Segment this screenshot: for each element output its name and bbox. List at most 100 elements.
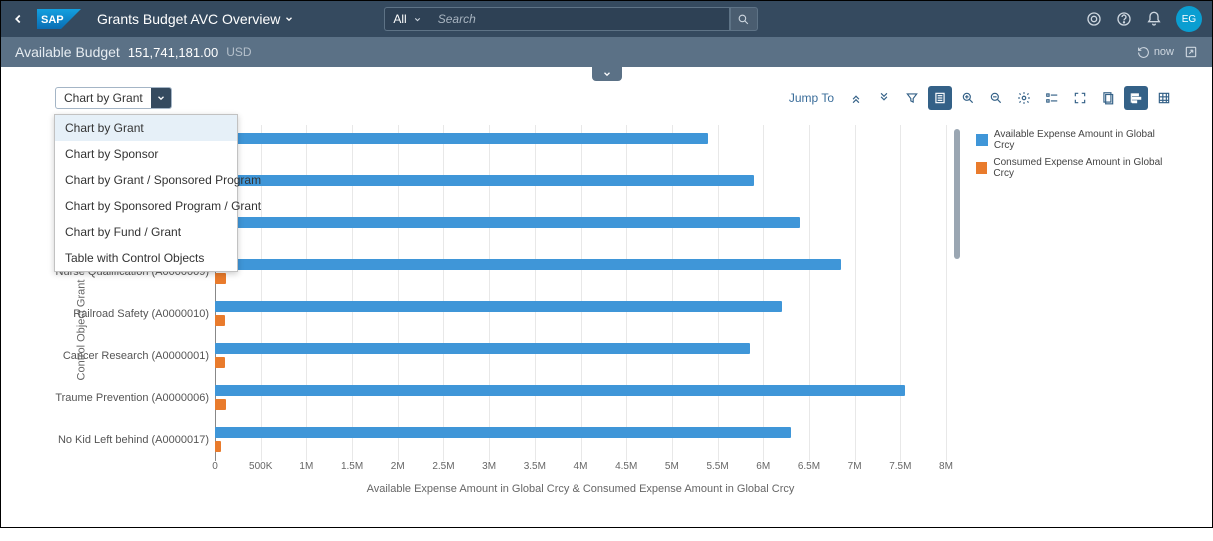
x-tick-label: 7.5M xyxy=(889,461,911,472)
bar-consumed[interactable] xyxy=(215,273,226,284)
zoom-out-icon[interactable] xyxy=(984,86,1008,110)
bar-label: Railroad Safety (A0000010) xyxy=(51,308,209,320)
chart-view-icon[interactable] xyxy=(1124,86,1148,110)
dropdown-item[interactable]: Chart by Grant xyxy=(55,115,237,141)
collapse-up-icon[interactable] xyxy=(844,86,868,110)
expand-strip xyxy=(1,67,1212,81)
x-tick-label: 6M xyxy=(756,461,770,472)
bar-row xyxy=(215,131,946,161)
legend-swatch xyxy=(976,134,988,146)
legend-item: Consumed Expense Amount in Global Crcy xyxy=(976,157,1176,179)
search-button[interactable] xyxy=(730,7,758,31)
page-title-text: Grants Budget AVC Overview xyxy=(97,11,280,27)
help-icon[interactable] xyxy=(1116,11,1132,27)
legend-swatch xyxy=(976,162,987,174)
back-button[interactable] xyxy=(11,12,25,26)
bell-icon[interactable] xyxy=(1146,11,1162,27)
bar-available[interactable] xyxy=(215,301,782,312)
bar-row: No Kid Left behind (A0000017) xyxy=(215,425,946,455)
bar-available[interactable] xyxy=(215,343,750,354)
bar-available[interactable] xyxy=(215,175,754,186)
sap-logo: SAP xyxy=(37,9,81,29)
dropdown-item[interactable]: Chart by Sponsor xyxy=(55,141,237,167)
dropdown-item[interactable]: Table with Control Objects xyxy=(55,245,237,271)
sub-header: Available Budget 151,741,181.00 USD now xyxy=(1,37,1212,67)
toolbar: Chart by Grant Jump To xyxy=(1,81,1212,115)
x-tick-label: 5M xyxy=(665,461,679,472)
bar-consumed[interactable] xyxy=(215,399,226,410)
x-tick-label: 7M xyxy=(848,461,862,472)
legend-item: Available Expense Amount in Global Crcy xyxy=(976,129,1176,151)
y-axis-title: Control Object Grant xyxy=(75,280,87,381)
dropdown-item[interactable]: Chart by Sponsored Program / Grant xyxy=(55,193,237,219)
zoom-in-icon[interactable] xyxy=(956,86,980,110)
dropdown-item[interactable]: Chart by Grant / Sponsored Program xyxy=(55,167,237,193)
search-category[interactable]: All xyxy=(384,7,429,31)
legend-label: Available Expense Amount in Global Crcy xyxy=(994,129,1176,151)
bar-available[interactable] xyxy=(215,427,791,438)
chart-plot: 0 500K 1M 1.5M 2M 2.5M 3M 3.5M 4M 4.5M 5M 5.5M 6M 6.5… xyxy=(215,125,946,485)
shell-bar: SAP Grants Budget AVC Overview All EG xyxy=(1,1,1212,37)
avatar[interactable]: EG xyxy=(1176,6,1202,32)
bar-available[interactable] xyxy=(215,133,708,144)
x-tick-label: 2M xyxy=(391,461,405,472)
copilot-icon[interactable] xyxy=(1086,11,1102,27)
bar-available[interactable] xyxy=(215,217,800,228)
bar-label: Cancer Research (A0000001) xyxy=(51,350,209,362)
refresh-label: now xyxy=(1154,46,1174,58)
bar-consumed[interactable] xyxy=(215,441,221,452)
filter-icon[interactable] xyxy=(900,86,924,110)
search-group: All xyxy=(384,7,757,31)
refresh-button[interactable]: now xyxy=(1137,46,1174,59)
bar-available[interactable] xyxy=(215,385,905,396)
chart-by-selector[interactable]: Chart by Grant xyxy=(55,87,172,109)
bar-available[interactable] xyxy=(215,259,841,270)
dropdown-item[interactable]: Chart by Fund / Grant xyxy=(55,219,237,245)
x-tick-label: 1.5M xyxy=(341,461,363,472)
chart-by-dropdown-menu: Chart by GrantChart by SponsorChart by G… xyxy=(54,114,238,272)
chart-scrollbar[interactable] xyxy=(954,129,960,259)
available-budget-title: Available Budget xyxy=(15,44,120,60)
available-budget-currency: USD xyxy=(226,45,251,59)
expand-handle[interactable] xyxy=(592,67,622,81)
bar-row: Traume Prevention (A0000006) xyxy=(215,383,946,413)
search-input[interactable] xyxy=(430,7,730,31)
x-tick-label: 5.5M xyxy=(706,461,728,472)
x-tick-label: 3.5M xyxy=(524,461,546,472)
x-tick-label: 0 xyxy=(212,461,218,472)
fullscreen-icon[interactable] xyxy=(1068,86,1092,110)
bar-row: Cancer Research (A0000001) xyxy=(215,341,946,371)
legend-icon[interactable] xyxy=(1040,86,1064,110)
x-tick-label: 4M xyxy=(574,461,588,472)
bar-row xyxy=(215,215,946,245)
x-tick-label: 3M xyxy=(482,461,496,472)
bar-consumed[interactable] xyxy=(215,357,225,368)
bar-label: No Kid Left behind (A0000017) xyxy=(51,434,209,446)
bar-consumed[interactable] xyxy=(215,315,225,326)
available-budget-amount: 151,741,181.00 xyxy=(128,45,218,60)
legend-label: Consumed Expense Amount in Global Crcy xyxy=(993,157,1176,179)
table-view-icon[interactable] xyxy=(1152,86,1176,110)
chart-legend: Available Expense Amount in Global Crcy C… xyxy=(976,129,1176,185)
svg-text:SAP: SAP xyxy=(41,14,64,26)
bar-row xyxy=(215,173,946,203)
jump-to-link[interactable]: Jump To xyxy=(789,91,834,105)
expand-down-icon[interactable] xyxy=(872,86,896,110)
page-title[interactable]: Grants Budget AVC Overview xyxy=(97,11,294,27)
chart-by-dropdown-button[interactable] xyxy=(151,88,171,108)
chart-by-label: Chart by Grant xyxy=(56,88,151,108)
details-icon[interactable] xyxy=(928,86,952,110)
search-category-label: All xyxy=(393,12,406,26)
export-icon[interactable] xyxy=(1096,86,1120,110)
x-tick-label: 1M xyxy=(299,461,313,472)
x-axis-ticks: 0 500K 1M 1.5M 2M 2.5M 3M 3.5M 4M 4.5M 5M 5.5M 6M 6.5… xyxy=(215,461,946,479)
bar-row: Nurse Qualification (A0000009) xyxy=(215,257,946,287)
x-tick-label: 500K xyxy=(249,461,272,472)
share-icon[interactable] xyxy=(1184,45,1198,59)
x-tick-label: 6.5M xyxy=(798,461,820,472)
x-tick-label: 2.5M xyxy=(432,461,454,472)
x-axis-title: Available Expense Amount in Global Crcy … xyxy=(215,483,946,495)
x-tick-label: 4.5M xyxy=(615,461,637,472)
settings-icon[interactable] xyxy=(1012,86,1036,110)
shell-right: EG xyxy=(1086,6,1202,32)
